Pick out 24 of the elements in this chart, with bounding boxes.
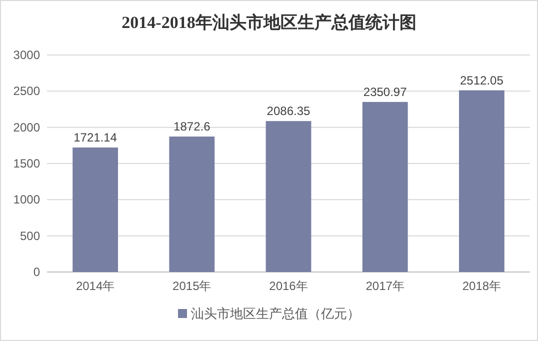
data-label: 2512.05 [460,73,504,88]
data-label: 2350.97 [363,84,408,99]
bar [266,121,312,272]
bar [362,102,408,272]
data-label: 1721.14 [74,130,118,145]
x-tick-label: 2014年 [76,279,115,293]
chart-title: 2014-2018年汕头市地区生产总值统计图 [122,13,416,32]
y-tick-label: 2500 [13,84,40,98]
data-label: 1872.6 [174,120,211,134]
bar [169,136,215,272]
x-tick-label: 2018年 [462,279,502,293]
y-tick-label: 1500 [13,156,40,170]
data-label: 2086.35 [266,104,311,118]
y-tick-label: 500 [20,228,40,243]
y-tick-label: 1000 [13,192,40,207]
y-tick-label: 0 [33,265,40,279]
x-tick-label: 2016年 [269,279,308,293]
bar [459,90,504,272]
legend-label: 汕头市地区生产总值（亿元） [191,306,360,321]
y-tick-label: 3000 [13,48,40,62]
y-tick-label: 2000 [13,120,40,134]
x-tick-label: 2017年 [366,279,404,293]
bar [72,148,118,272]
x-tick-label: 2015年 [172,279,212,293]
